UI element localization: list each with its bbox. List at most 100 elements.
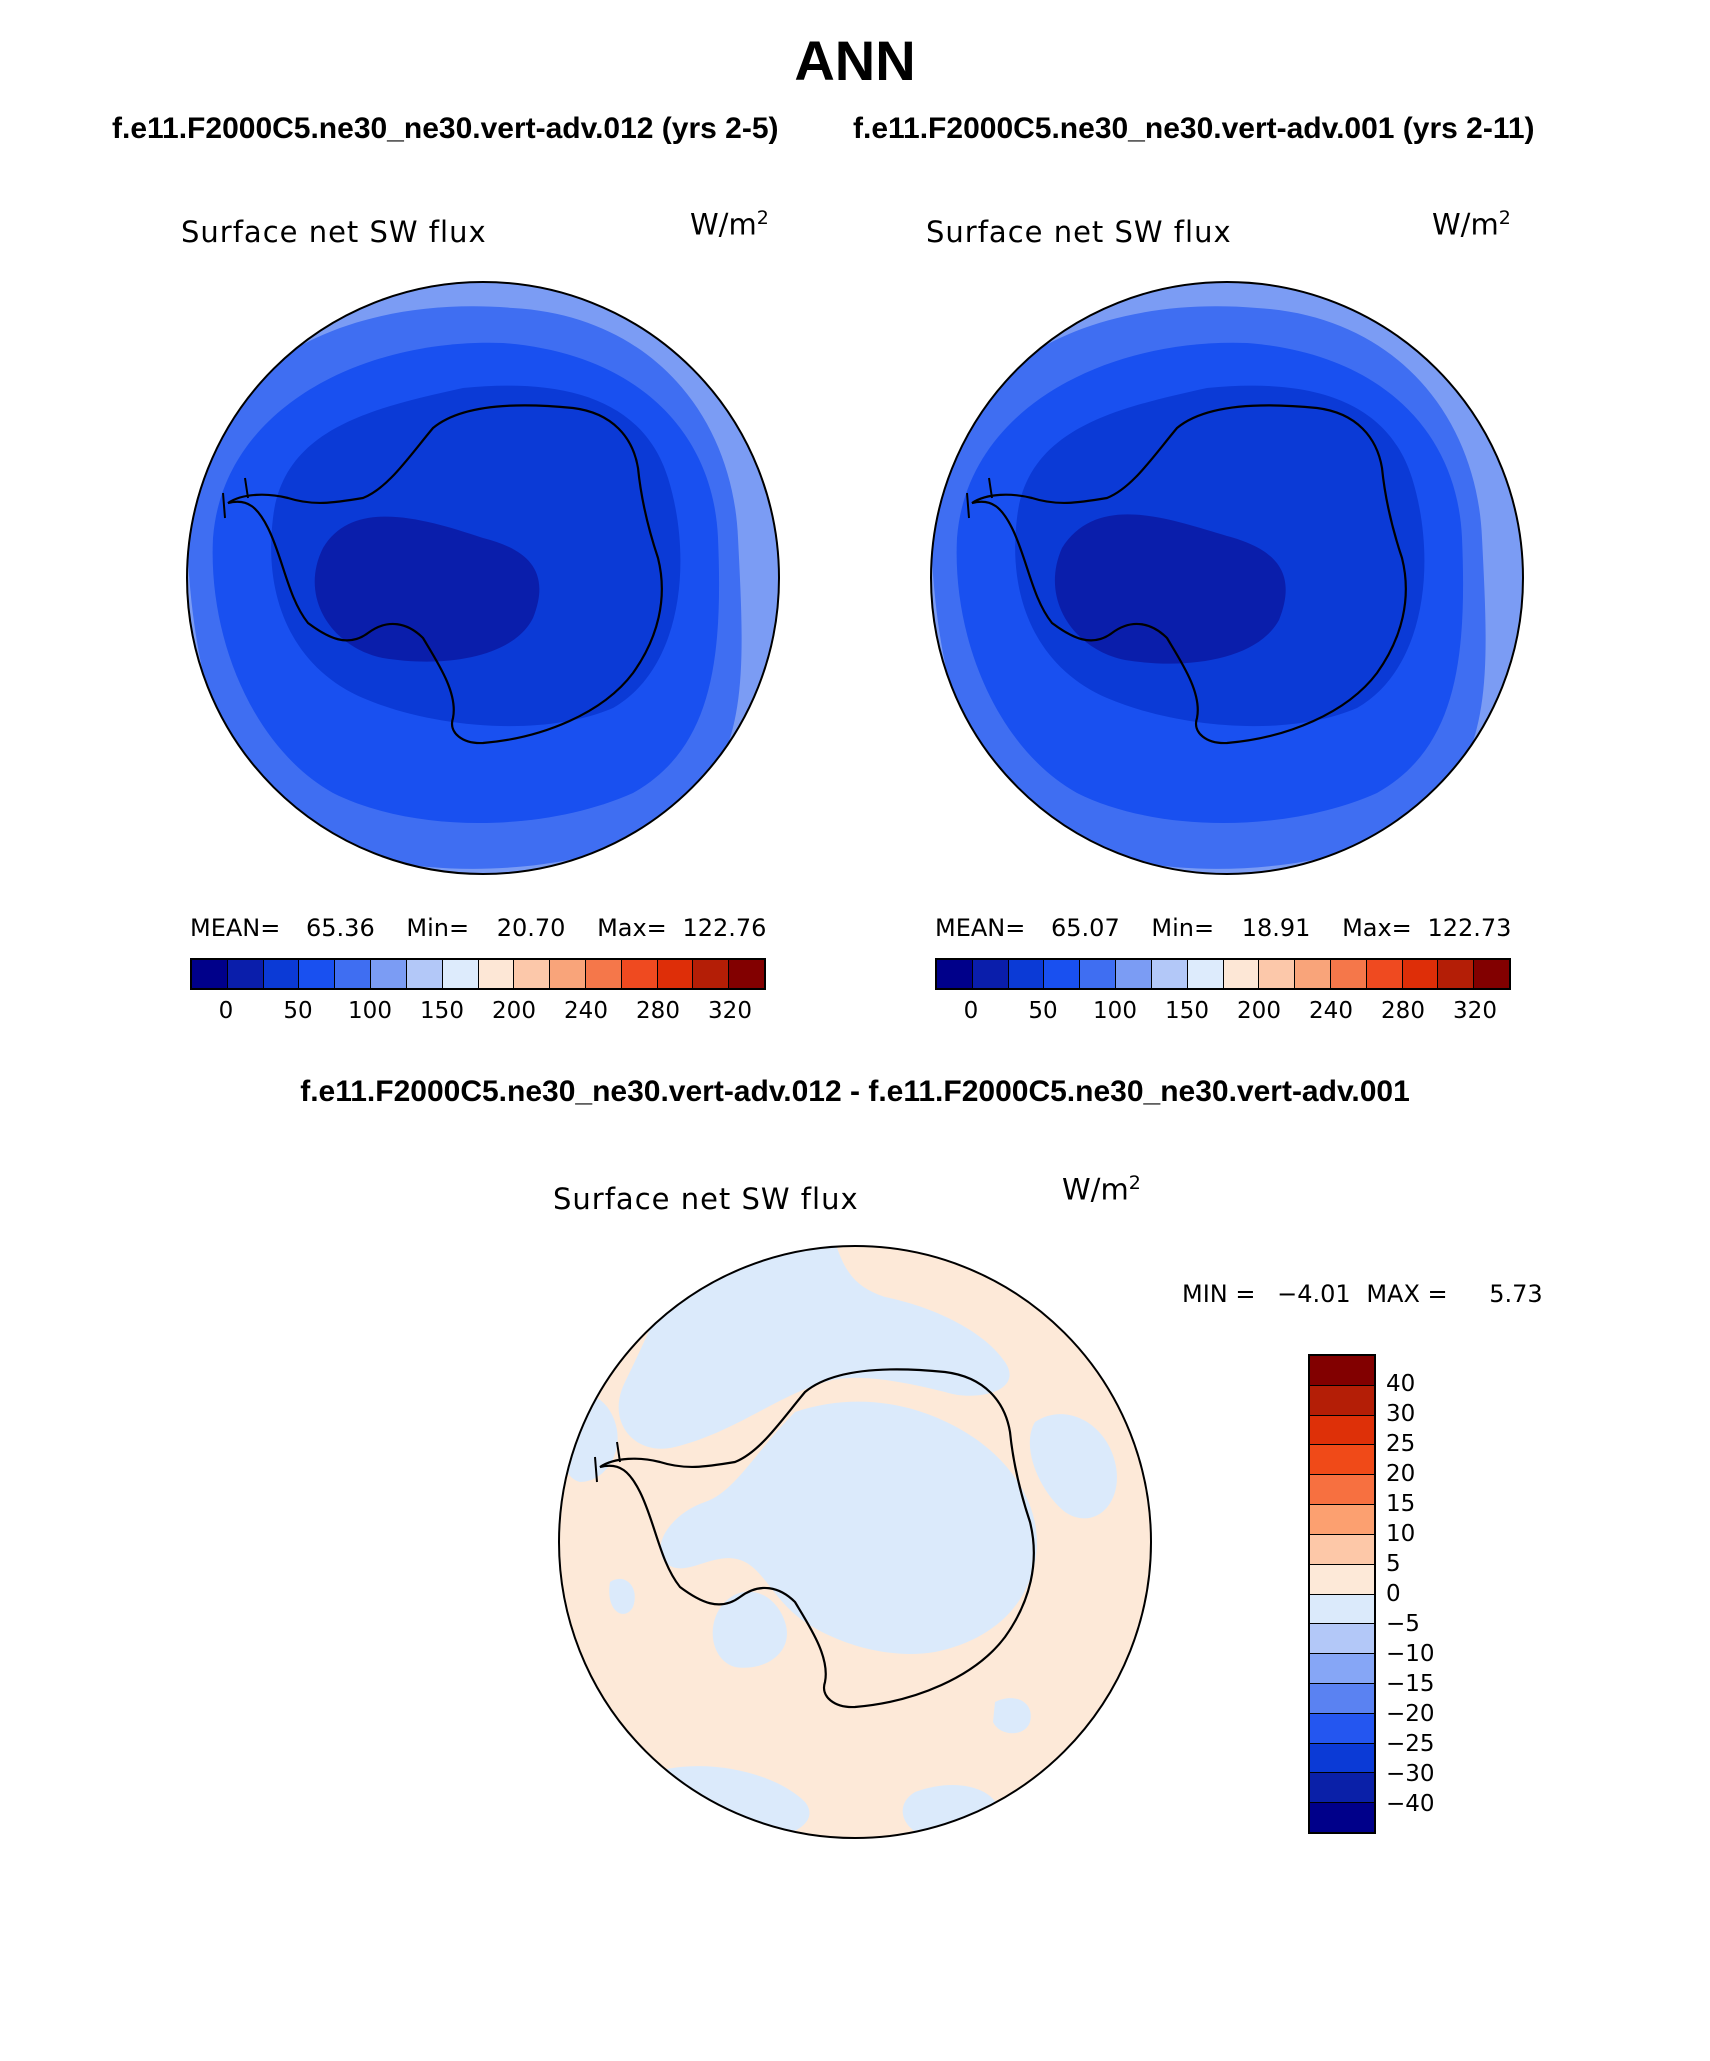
panel1-min-value: 20.70 [496,914,566,942]
colorbar-tick-label: 20 [1386,1461,1416,1487]
colorbar-swatch [406,960,443,988]
colorbar-tick-label: 5 [1386,1551,1401,1577]
panel2-min-label: Min= [1151,914,1215,942]
colorbar-swatch [621,960,658,988]
colorbar-swatch [335,960,372,988]
diff-colorbar-ticks: 40 30 25 20 15 10 5 0 −5 −10 −15 −20 −25 −30 −40 [1386,1354,1456,1834]
colorbar-swatch [263,960,300,988]
panel2-polar-map [930,281,1524,875]
colorbar-swatch [1310,1356,1374,1386]
colorbar-swatch [1187,960,1224,988]
diff-negative-region [618,1246,1010,1449]
colorbar-tick-label: 100 [1093,998,1137,1024]
colorbar-swatch [657,960,694,988]
colorbar-swatch [1310,1505,1374,1535]
colorbar-swatch [442,960,479,988]
colorbar-swatch [1295,960,1331,988]
panel2-max-value: 122.73 [1427,914,1512,942]
colorbar-swatch [1116,960,1152,988]
colorbar-tick-label: 320 [708,998,752,1024]
colorbar-swatch [1310,1654,1374,1684]
colorbar-swatch [1310,1534,1374,1565]
colorbar-tick-label: 0 [218,998,234,1024]
colorbar-swatch [1310,1803,1374,1832]
colorbar-tick-label: 25 [1386,1431,1416,1457]
colorbar-tick-label: 200 [492,998,536,1024]
colorbar-swatch [1008,960,1045,988]
panel1-colorbar [190,958,766,990]
diff-antarctica-coastline [599,1368,1035,1709]
panel2-stats: MEAN= 65.07 Min= 18.91 Max= 122.73 [935,914,1511,942]
colorbar-swatch [1310,1385,1374,1416]
colorbar-tick-label: 240 [564,998,608,1024]
diff-units: W/m2 [1062,1172,1141,1207]
colorbar-tick-label: 280 [636,998,680,1024]
panel2-mean-value: 65.07 [1051,914,1120,942]
panel1-variable-label: Surface net SW flux [181,215,487,249]
panel2-units-exponent: 2 [1498,207,1511,229]
colorbar-tick-label: 40 [1386,1371,1416,1397]
colorbar-swatch [1330,960,1367,988]
colorbar-tick-label: 15 [1386,1491,1416,1517]
diff-max-value: 5.73 [1489,1280,1543,1308]
panel2-max-label: Max= [1342,914,1412,942]
colorbar-tick-label: −20 [1386,1701,1435,1727]
panel2-min-value: 18.91 [1241,914,1311,942]
colorbar-swatch [1223,960,1260,988]
colorbar-tick-label: −15 [1386,1671,1435,1697]
colorbar-swatch [1474,960,1509,988]
colorbar-swatch [1310,1743,1374,1774]
colorbar-swatch [1044,960,1081,988]
diff-units-base: W/m [1062,1172,1129,1207]
colorbar-tick-label: 50 [1028,998,1058,1024]
panel1-stats: MEAN= 65.36 Min= 20.70 Max= 122.76 [190,914,766,942]
diff-negative-region [712,1591,787,1668]
colorbar-swatch [550,960,586,988]
colorbar-tick-label: −30 [1386,1761,1435,1787]
colorbar-swatch [1366,960,1403,988]
panel1-polar-map [186,281,780,875]
colorbar-swatch [1080,960,1117,988]
colorbar-swatch [1151,960,1188,988]
colorbar-swatch [1310,1773,1374,1804]
panel2-deep-region [1054,514,1286,664]
colorbar-tick-label: 240 [1309,998,1353,1024]
colorbar-swatch [227,960,264,988]
diff-negative-region [902,1785,1001,1838]
diff-min-label: MIN = [1182,1280,1256,1308]
colorbar-swatch [299,960,336,988]
colorbar-swatch [1259,960,1296,988]
panel2-units: W/m2 [1432,207,1511,242]
diff-negative-region [609,1578,635,1614]
diff-negative-region [660,1401,1037,1654]
panel2-mean-label: MEAN= [935,914,1026,942]
diff-max-label: MAX = [1366,1280,1448,1308]
colorbar-tick-label: 320 [1453,998,1497,1024]
colorbar-swatch [1310,1445,1374,1476]
colorbar-tick-label: −25 [1386,1731,1435,1757]
colorbar-tick-label: −40 [1386,1791,1435,1817]
diff-polar-map [558,1245,1152,1839]
colorbar-swatch [1438,960,1475,988]
colorbar-tick-label: 280 [1381,998,1425,1024]
colorbar-swatch [1310,1564,1374,1595]
difference-title: f.e11.F2000C5.ne30_ne30.vert-adv.012 - f… [300,1075,1410,1108]
colorbar-tick-label: 150 [420,998,464,1024]
diff-units-exponent: 2 [1128,1172,1141,1194]
diff-variable-label: Surface net SW flux [553,1182,859,1216]
panel1-antarctica-coastline [227,404,663,745]
colorbar-swatch [478,960,515,988]
colorbar-swatch [1310,1683,1374,1714]
colorbar-tick-label: 100 [348,998,392,1024]
control-case-title: f.e11.F2000C5.ne30_ne30.vert-adv.001 (yr… [853,112,1535,145]
colorbar-tick-label: −5 [1386,1611,1420,1637]
colorbar-swatch [1310,1624,1374,1655]
panel1-units: W/m2 [690,207,769,242]
diff-stats: MIN = −4.01 MAX = 5.73 [1182,1280,1543,1308]
panel2-antarctica-coastline [971,404,1407,745]
colorbar-swatch [1310,1594,1374,1625]
colorbar-tick-label: 50 [283,998,313,1024]
panel1-max-label: Max= [597,914,667,942]
colorbar-swatch [693,960,730,988]
panel1-units-base: W/m [690,207,757,242]
